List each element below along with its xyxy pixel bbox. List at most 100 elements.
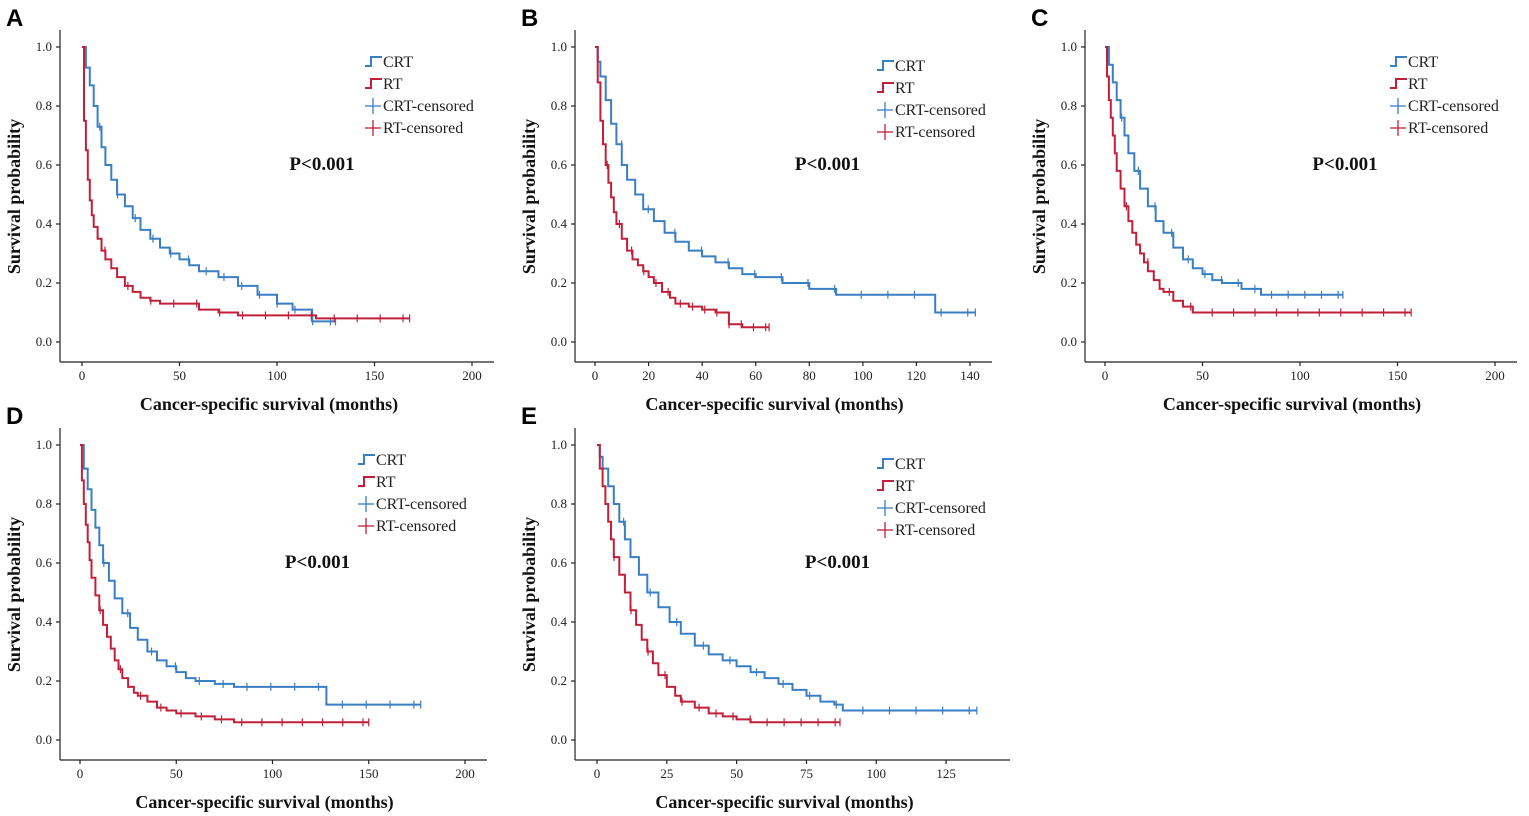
curve-rt — [80, 444, 369, 724]
y-tick-label: 0.8 — [551, 98, 567, 113]
axes: 0.0 0.2 0.4 0.6 0.8 1.0 0 50 100 150 200 — [36, 428, 487, 781]
legend: CRT RT CRT-censored RT-censored — [365, 54, 474, 137]
x-axis-title: Cancer-specific survival (months) — [140, 394, 398, 415]
p-value: P<0.001 — [289, 154, 354, 175]
legend-label: RT — [895, 80, 915, 97]
y-tick-label: 0.0 — [36, 732, 52, 747]
y-tick-label: 0.2 — [551, 673, 567, 688]
x-tick-label: 100 — [867, 766, 887, 781]
panel-letter: B — [521, 5, 538, 32]
curve-crt — [595, 46, 976, 314]
y-tick-label: 1.0 — [551, 39, 567, 54]
curve-crt — [1105, 46, 1343, 296]
y-tick-label: 1.0 — [36, 437, 52, 452]
x-tick-label: 100 — [853, 368, 873, 383]
y-tick-label: 0.8 — [1061, 98, 1077, 113]
legend-item: CRT-censored — [1390, 98, 1499, 115]
panel-A: A 0.0 0.2 0.4 0.6 0.8 1.0 0 50 100 150 200 Cancer-sp… — [4, 5, 494, 415]
legend-item: RT-censored — [877, 124, 975, 141]
x-tick-label: 150 — [365, 368, 385, 383]
y-tick-label: 0.4 — [551, 216, 568, 231]
x-axis-title: Cancer-specific survival (months) — [655, 792, 913, 813]
y-tick-label: 1.0 — [551, 437, 567, 452]
censor-marks-rt — [104, 246, 411, 323]
y-axis-title: Survival probability — [1029, 119, 1049, 274]
x-tick-label: 150 — [1388, 368, 1408, 383]
x-tick-label: 0 — [1102, 368, 1109, 383]
legend-item: RT — [365, 76, 403, 93]
axes: 0.0 0.2 0.4 0.6 0.8 1.0 0 25 50 75 100 125 — [551, 428, 1010, 781]
legend-label: CRT — [383, 54, 413, 71]
legend-label: RT-censored — [1408, 120, 1488, 137]
y-tick-label: 0.6 — [551, 555, 568, 570]
legend-item: RT — [1390, 76, 1428, 93]
x-tick-label: 50 — [170, 766, 183, 781]
curve-crt — [597, 444, 977, 712]
y-tick-label: 0.6 — [551, 157, 568, 172]
p-value: P<0.001 — [285, 552, 350, 573]
y-tick-label: 1.0 — [36, 39, 52, 54]
x-tick-label: 140 — [960, 368, 980, 383]
panel-letter: D — [6, 403, 23, 430]
legend-label: RT — [376, 474, 396, 491]
legend: CRT RT CRT-censored RT-censored — [358, 452, 467, 535]
legend-item: RT-censored — [877, 522, 975, 539]
x-axis-title: Cancer-specific survival (months) — [1163, 394, 1421, 415]
legend-line-marker — [877, 480, 894, 491]
panel-B: B 0.0 0.2 0.4 0.6 0.8 1.0 0 20 40 60 80 100 120 140 Can… — [519, 5, 992, 415]
legend-label: RT-censored — [376, 518, 456, 535]
legend-item: RT-censored — [365, 120, 463, 137]
legend-item: CRT-censored — [877, 102, 986, 119]
legend-label: RT — [383, 76, 403, 93]
p-value: P<0.001 — [795, 154, 860, 175]
legend-label: CRT — [1408, 54, 1438, 71]
y-tick-label: 0.0 — [36, 334, 52, 349]
y-tick-label: 0.4 — [551, 614, 568, 629]
panel-D: D 0.0 0.2 0.4 0.6 0.8 1.0 0 50 100 150 200 Cancer-sp… — [4, 403, 487, 813]
curve-rt — [595, 46, 770, 329]
y-tick-label: 0.0 — [1061, 334, 1077, 349]
x-tick-label: 120 — [907, 368, 927, 383]
legend-label: CRT-censored — [383, 98, 474, 115]
legend-item: RT — [877, 478, 915, 495]
y-axis-title: Survival probability — [4, 119, 24, 274]
x-tick-label: 0 — [594, 766, 601, 781]
x-tick-label: 150 — [359, 766, 379, 781]
p-value: P<0.001 — [805, 552, 870, 573]
x-tick-label: 50 — [1196, 368, 1209, 383]
censor-marks-crt — [103, 559, 422, 709]
x-tick-label: 100 — [267, 368, 287, 383]
y-tick-label: 0.2 — [36, 275, 52, 290]
censor-marks-rt — [606, 161, 770, 332]
legend-line-marker — [877, 82, 894, 93]
legend-label: RT-censored — [895, 522, 975, 539]
x-tick-label: 75 — [800, 766, 813, 781]
x-tick-label: 0 — [79, 368, 86, 383]
y-axis-title: Survival probability — [519, 517, 539, 672]
y-tick-label: 0.6 — [36, 555, 53, 570]
curve-rt — [82, 46, 410, 320]
axes: 0.0 0.2 0.4 0.6 0.8 1.0 0 50 100 150 200 — [1061, 30, 1517, 383]
x-tick-label: 50 — [730, 766, 743, 781]
panel-letter: C — [1031, 5, 1048, 32]
censor-marks-rt — [1125, 202, 1412, 317]
panel-E: E 0.0 0.2 0.4 0.6 0.8 1.0 0 25 50 75 100 125 Cancer-s… — [519, 403, 1010, 813]
x-tick-label: 60 — [749, 368, 762, 383]
legend-item: CRT-censored — [877, 500, 986, 517]
legend-item: CRT-censored — [365, 98, 474, 115]
legend-item: CRT — [877, 58, 925, 75]
censor-marks-crt — [622, 517, 978, 715]
y-tick-label: 1.0 — [1061, 39, 1077, 54]
x-tick-label: 100 — [263, 766, 283, 781]
x-tick-label: 80 — [803, 368, 816, 383]
legend-label: CRT-censored — [376, 496, 467, 513]
legend-label: RT-censored — [895, 124, 975, 141]
y-tick-label: 0.0 — [551, 732, 567, 747]
legend-label: RT — [1408, 76, 1428, 93]
legend-line-marker — [877, 60, 894, 71]
curve-rt — [597, 444, 840, 724]
legend-line-marker — [1390, 56, 1407, 67]
legend-item: CRT — [358, 452, 406, 469]
curve-crt — [80, 444, 421, 706]
x-tick-label: 200 — [1485, 368, 1505, 383]
